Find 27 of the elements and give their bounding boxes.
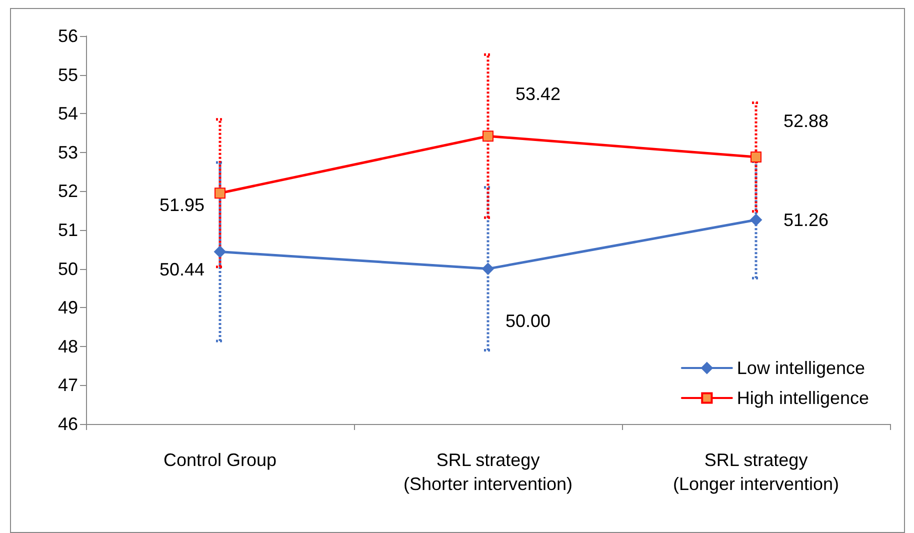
- legend-label: High intelligence: [736, 388, 870, 408]
- y-tick-label: 46: [58, 414, 78, 434]
- data-label: 51.95: [159, 195, 205, 216]
- y-tick-label: 49: [58, 298, 78, 318]
- x-tick-label: SRL strategy (Shorter intervention): [403, 450, 573, 494]
- point: [482, 130, 494, 142]
- y-tick-label: 47: [58, 375, 78, 396]
- y-tick-label: 50: [58, 258, 78, 279]
- y-tick-label: 54: [58, 104, 78, 124]
- x-tick-label: Control Group: [163, 450, 277, 470]
- data-label: 51.26: [783, 210, 829, 230]
- data-label: 50.00: [505, 310, 551, 331]
- point: [214, 246, 226, 258]
- y-tick-label: 53: [58, 142, 78, 162]
- data-label: 50.44: [159, 260, 205, 280]
- legend-label: Low intelligence: [736, 358, 866, 378]
- data-label: 52.88: [783, 111, 829, 132]
- y-tick-label: 48: [58, 336, 78, 356]
- point: [482, 262, 494, 275]
- y-tick-label: 51: [58, 220, 78, 240]
- data-label: 53.42: [515, 84, 561, 104]
- y-tick-label: 55: [58, 64, 78, 85]
- y-tick-label: 56: [58, 26, 78, 46]
- point: [750, 214, 762, 226]
- x-tick-label: SRL strategy (Longer intervention): [672, 450, 840, 494]
- y-tick-label: 52: [58, 181, 78, 202]
- point: [214, 188, 226, 199]
